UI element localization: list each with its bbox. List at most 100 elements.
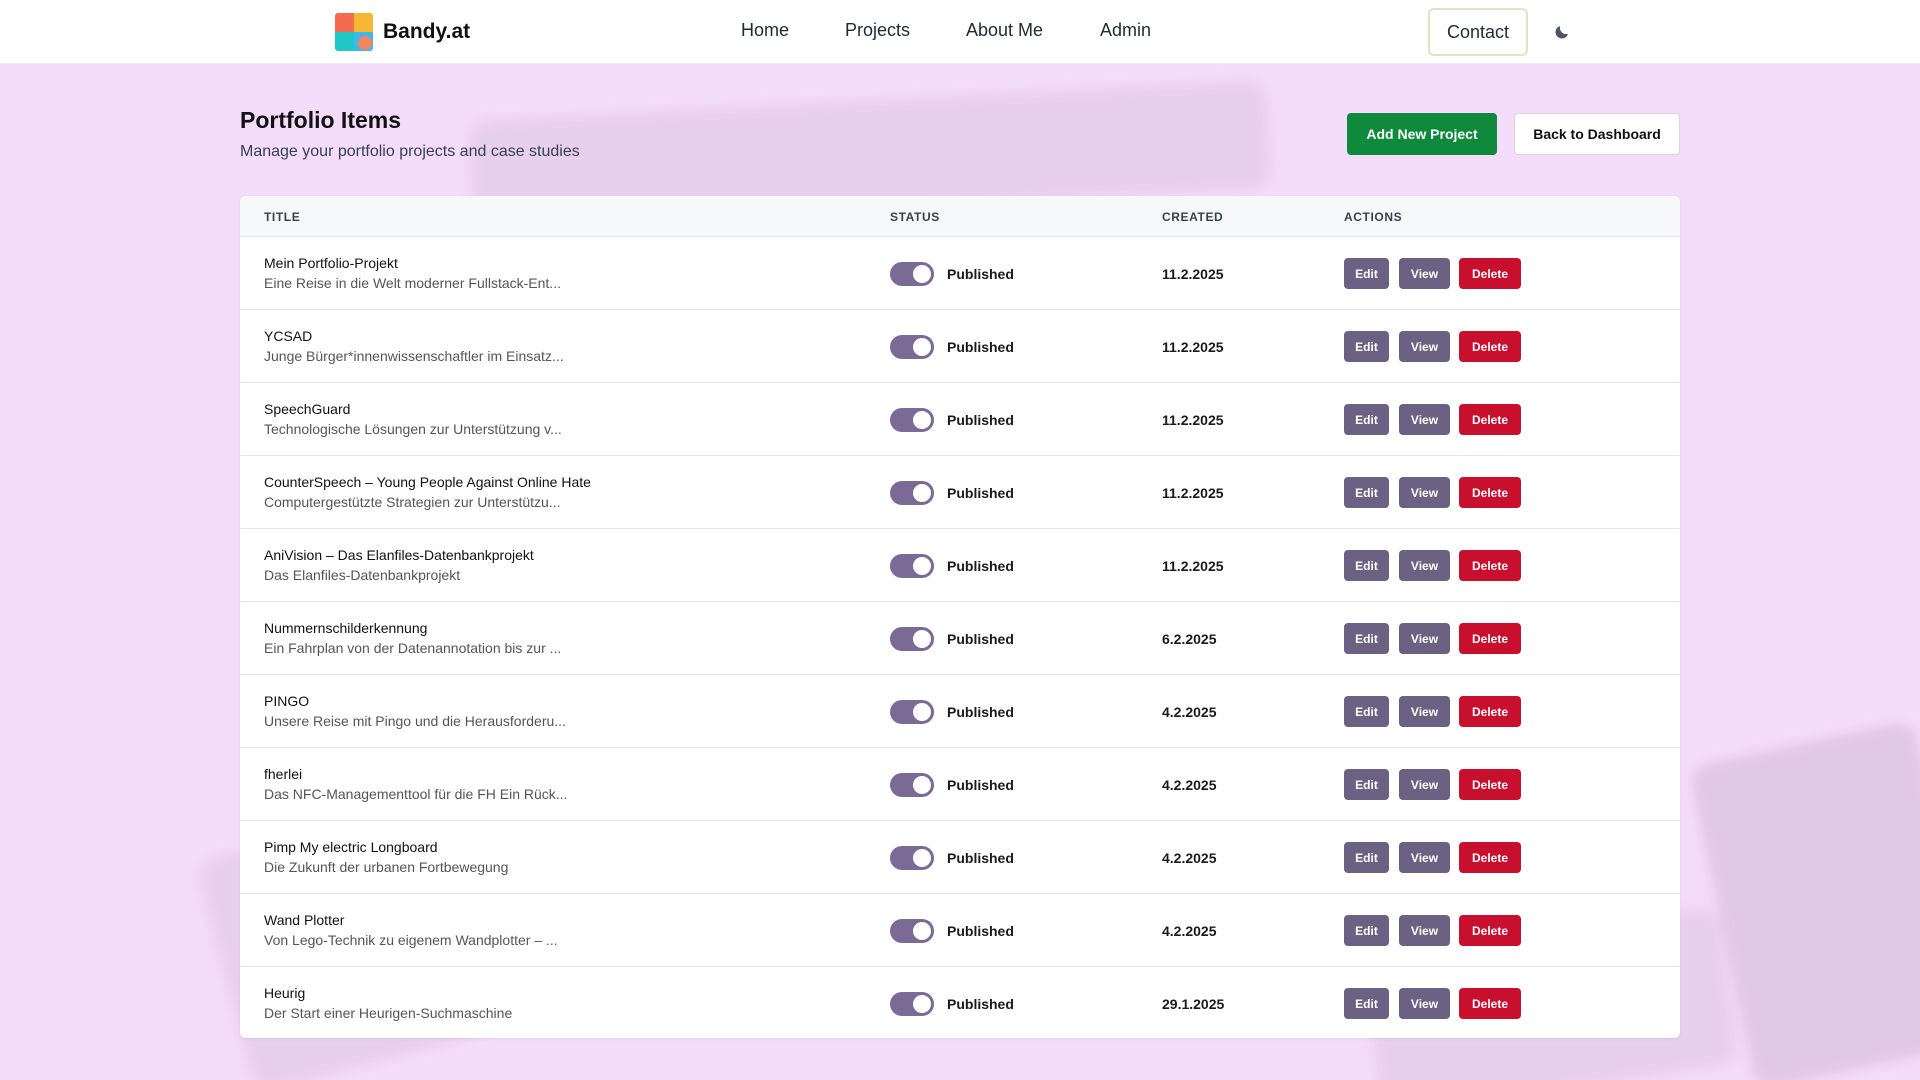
view-button[interactable]: View — [1399, 623, 1450, 654]
project-description: Von Lego-Technik zu eigenem Wandplotter … — [264, 932, 558, 948]
publish-toggle[interactable] — [890, 481, 934, 505]
toggle-knob — [913, 411, 931, 429]
table-row: Mein Portfolio-Projekt Eine Reise in die … — [240, 236, 1680, 309]
toggle-knob — [913, 630, 931, 648]
publish-toggle[interactable] — [890, 554, 934, 578]
contact-button[interactable]: Contact — [1428, 8, 1528, 56]
theme-toggle[interactable] — [1550, 20, 1574, 44]
nav-link-admin[interactable]: Admin — [1100, 20, 1152, 40]
table-row: PINGO Unsere Reise mit Pingo und die Hera… — [240, 674, 1680, 747]
edit-button[interactable]: Edit — [1344, 258, 1389, 289]
project-description: Ein Fahrplan von der Datenannotation bis… — [264, 640, 562, 656]
delete-button[interactable]: Delete — [1459, 404, 1521, 435]
view-button[interactable]: View — [1399, 404, 1450, 435]
created-date: 11.2.2025 — [1162, 558, 1224, 574]
publish-toggle[interactable] — [890, 846, 934, 870]
toggle-knob — [913, 557, 931, 575]
view-button[interactable]: View — [1399, 331, 1450, 362]
project-title: Heurig — [264, 985, 306, 1001]
created-date: 29.1.2025 — [1162, 996, 1225, 1012]
delete-button[interactable]: Delete — [1459, 915, 1521, 946]
table-header: TITLE STATUS CREATED ACTIONS — [240, 196, 1680, 236]
delete-button[interactable]: Delete — [1459, 477, 1521, 508]
table-row: fherlei Das NFC-Managementtool für die FH… — [240, 747, 1680, 820]
add-new-project-button[interactable]: Add New Project — [1347, 113, 1497, 155]
back-to-dashboard-button[interactable]: Back to Dashboard — [1514, 113, 1680, 155]
column-header-created: CREATED — [1162, 210, 1224, 224]
edit-button[interactable]: Edit — [1344, 915, 1389, 946]
publish-toggle[interactable] — [890, 700, 934, 724]
delete-button[interactable]: Delete — [1459, 842, 1521, 873]
nav-link-projects[interactable]: Projects — [845, 20, 911, 40]
edit-button[interactable]: Edit — [1344, 623, 1389, 654]
table-row: Nummernschilderkennung Ein Fahrplan von d… — [240, 601, 1680, 674]
project-title: YCSAD — [264, 328, 313, 344]
view-button[interactable]: View — [1399, 915, 1450, 946]
brand-name: Bandy.at — [383, 20, 471, 43]
table-row: YCSAD Junge Bürger*innenwissenschaftler i… — [240, 309, 1680, 382]
publish-toggle[interactable] — [890, 919, 934, 943]
project-title: Pimp My electric Longboard — [264, 839, 438, 855]
status-label: Published — [947, 850, 1014, 866]
created-date: 6.2.2025 — [1162, 631, 1217, 647]
delete-button[interactable]: Delete — [1459, 258, 1521, 289]
view-button[interactable]: View — [1399, 842, 1450, 873]
created-date: 11.2.2025 — [1162, 485, 1224, 501]
view-button[interactable]: View — [1399, 477, 1450, 508]
edit-button[interactable]: Edit — [1344, 842, 1389, 873]
toggle-knob — [913, 849, 931, 867]
delete-button[interactable]: Delete — [1459, 988, 1521, 1019]
table-row: Heurig Der Start einer Heurigen-Suchmasch… — [240, 966, 1680, 1038]
edit-button[interactable]: Edit — [1344, 550, 1389, 581]
page-title: Portfolio Items — [240, 107, 402, 133]
project-description: Das Elanfiles-Datenbankprojekt — [264, 567, 461, 583]
view-button[interactable]: View — [1399, 696, 1450, 727]
view-button[interactable]: View — [1399, 258, 1450, 289]
table-row: Wand Plotter Von Lego-Technik zu eigenem … — [240, 893, 1680, 966]
column-header-title: TITLE — [264, 210, 301, 224]
publish-toggle[interactable] — [890, 262, 934, 286]
publish-toggle[interactable] — [890, 408, 934, 432]
project-description: Die Zukunft der urbanen Fortbewegung — [264, 859, 509, 875]
view-button[interactable]: View — [1399, 550, 1450, 581]
moon-icon — [1555, 26, 1568, 39]
publish-toggle[interactable] — [890, 335, 934, 359]
project-title: Nummernschilderkennung — [264, 620, 428, 636]
project-title: PINGO — [264, 693, 310, 709]
project-title: fherlei — [264, 766, 303, 782]
table-row: CounterSpeech – Young People Against Onl… — [240, 455, 1680, 528]
delete-button[interactable]: Delete — [1459, 331, 1521, 362]
status-label: Published — [947, 777, 1014, 793]
edit-button[interactable]: Edit — [1344, 477, 1389, 508]
project-title: CounterSpeech – Young People Against Onl… — [264, 474, 591, 490]
toggle-knob — [913, 995, 931, 1013]
status-label: Published — [947, 996, 1014, 1012]
status-label: Published — [947, 412, 1014, 428]
portfolio-table: TITLE STATUS CREATED ACTIONS Mein Portfo… — [240, 196, 1680, 1038]
edit-button[interactable]: Edit — [1344, 988, 1389, 1019]
brand-link[interactable]: Bandy.at — [335, 13, 470, 51]
nav-link-home[interactable]: Home — [741, 20, 790, 40]
status-label: Published — [947, 631, 1014, 647]
table-row: AniVision – Das Elanfiles-Datenbankproje… — [240, 528, 1680, 601]
logo-icon — [335, 13, 373, 51]
publish-toggle[interactable] — [890, 992, 934, 1016]
toggle-knob — [913, 703, 931, 721]
view-button[interactable]: View — [1399, 988, 1450, 1019]
project-description: Computergestützte Strategien zur Unterst… — [264, 494, 561, 510]
delete-button[interactable]: Delete — [1459, 769, 1521, 800]
project-description: Unsere Reise mit Pingo und die Herausfor… — [264, 713, 566, 729]
edit-button[interactable]: Edit — [1344, 696, 1389, 727]
delete-button[interactable]: Delete — [1459, 696, 1521, 727]
toggle-knob — [913, 484, 931, 502]
edit-button[interactable]: Edit — [1344, 331, 1389, 362]
view-button[interactable]: View — [1399, 769, 1450, 800]
publish-toggle[interactable] — [890, 627, 934, 651]
delete-button[interactable]: Delete — [1459, 550, 1521, 581]
nav-link-about-me[interactable]: About Me — [966, 20, 1044, 40]
status-label: Published — [947, 923, 1014, 939]
edit-button[interactable]: Edit — [1344, 404, 1389, 435]
publish-toggle[interactable] — [890, 773, 934, 797]
delete-button[interactable]: Delete — [1459, 623, 1521, 654]
edit-button[interactable]: Edit — [1344, 769, 1389, 800]
